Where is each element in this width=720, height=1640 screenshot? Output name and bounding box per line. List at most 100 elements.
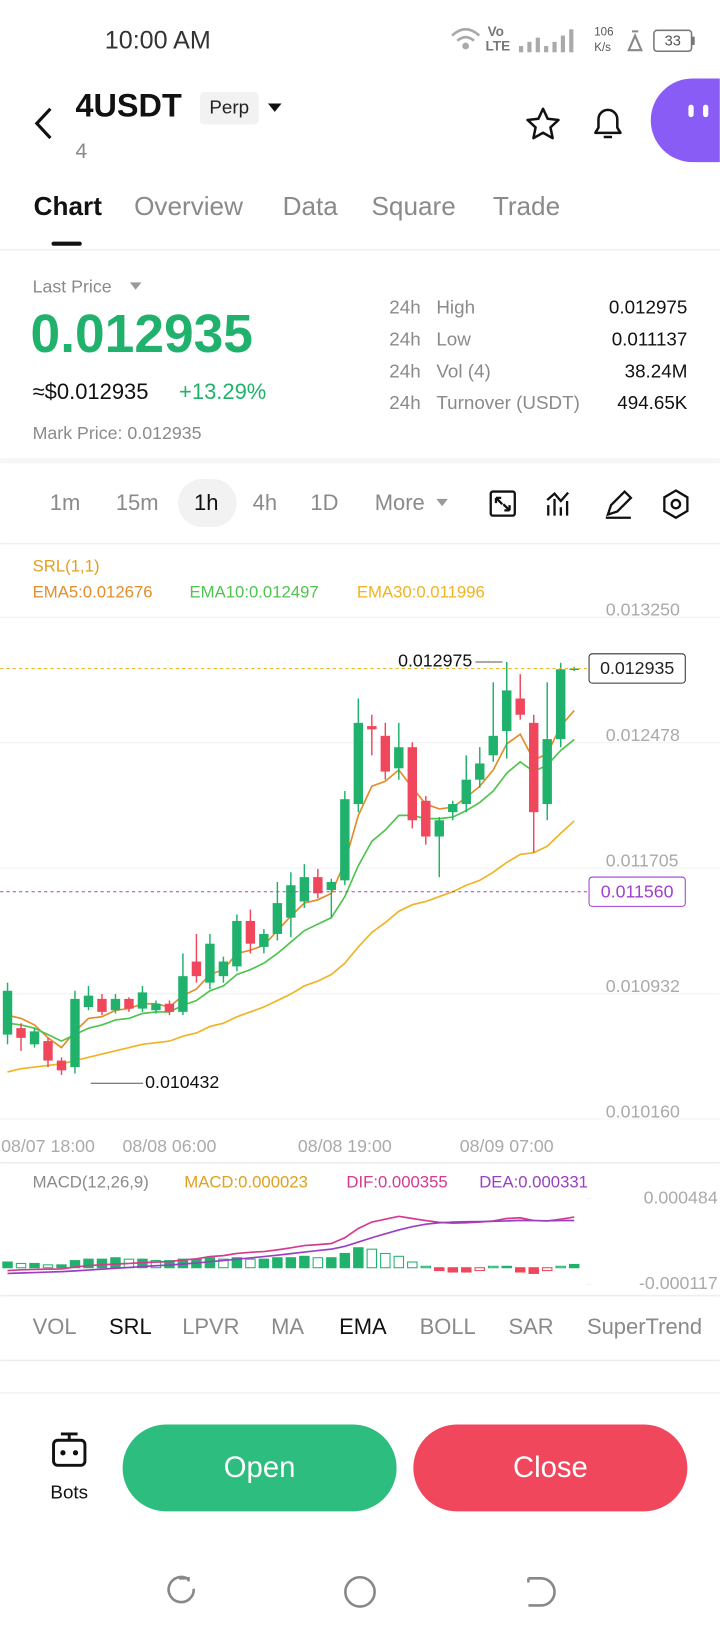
candle-body <box>326 881 337 891</box>
section-divider <box>0 1392 720 1394</box>
interval[interactable]: 4h <box>253 490 277 515</box>
assistant-bubble[interactable] <box>650 78 720 163</box>
interval-selected-bg <box>178 479 237 528</box>
nav-bar[interactable] <box>167 1575 556 1608</box>
candle-body <box>218 961 229 977</box>
wifi-icon <box>451 27 481 50</box>
candle-body <box>313 877 323 894</box>
last-price-dropdown[interactable] <box>129 282 142 290</box>
macd-bar <box>2 1261 13 1269</box>
interval[interactable]: 15m <box>116 490 159 515</box>
macd-bar <box>420 1265 432 1269</box>
usd-price: ≈$0.012935 <box>33 379 149 404</box>
tab[interactable]: Square <box>372 191 456 221</box>
interval[interactable]: 1h <box>194 490 218 515</box>
legend-entry: DEA:0.000331 <box>479 1172 588 1191</box>
x-tick-label: 08/08 06:00 <box>123 1136 217 1156</box>
candle-body <box>286 885 296 918</box>
bots-icon-eye <box>72 1450 79 1456</box>
open-label[interactable]: Open <box>224 1451 296 1484</box>
candle-body <box>515 698 525 715</box>
macd-bar <box>407 1261 418 1269</box>
macd-bar <box>96 1258 108 1269</box>
candle-body <box>542 739 552 805</box>
tab[interactable]: Chart <box>34 191 103 221</box>
lab-icon <box>627 30 643 52</box>
x-tick-label: 08/07 18:00 <box>1 1136 95 1156</box>
indicator-tab[interactable]: BOLL <box>420 1314 476 1339</box>
section-divider <box>0 1162 720 1164</box>
last-price: 0.012935 <box>31 305 253 364</box>
toolbar-icons[interactable] <box>489 489 689 520</box>
legend-entry: DIF:0.000355 <box>346 1172 447 1191</box>
stat-label: High <box>436 297 475 318</box>
tab-indicator <box>51 241 82 246</box>
interval[interactable]: 1m <box>50 490 81 515</box>
candle-body <box>367 726 377 730</box>
assistant-eye <box>688 104 694 118</box>
candle-body <box>43 1041 53 1061</box>
macd-bar <box>555 1265 566 1269</box>
indicator-tab[interactable]: SuperTrend <box>587 1314 702 1339</box>
stat-value: 38.24M <box>625 360 688 381</box>
indicator-tab[interactable]: SRL <box>109 1314 152 1339</box>
bots-icon[interactable] <box>52 1432 87 1467</box>
candle-body <box>137 992 148 1009</box>
macd-title: MACD(12,26,9) <box>33 1172 149 1191</box>
candle-body <box>448 804 458 813</box>
candle-body <box>394 747 404 769</box>
section-divider <box>0 458 720 464</box>
y-tick-label: 0.000484 <box>644 1187 718 1207</box>
macd-bar <box>568 1263 580 1269</box>
macd-bar <box>272 1257 283 1269</box>
macd-bar <box>461 1267 472 1273</box>
interval[interactable]: 1D <box>310 490 338 515</box>
back-button[interactable] <box>34 107 52 140</box>
tab[interactable]: Data <box>283 191 339 221</box>
tab[interactable]: Trade <box>493 191 560 221</box>
open-button[interactable] <box>122 1424 397 1512</box>
macd-line <box>7 1219 575 1275</box>
macd-bar <box>515 1267 526 1273</box>
indicator-tab[interactable]: VOL <box>33 1314 77 1339</box>
indicator-tab[interactable]: MA <box>271 1314 304 1339</box>
interval[interactable]: More <box>375 490 425 515</box>
favorite-button[interactable] <box>526 107 560 140</box>
macd-bar <box>501 1265 512 1269</box>
macd-bar <box>447 1267 459 1273</box>
more-dropdown[interactable] <box>436 498 448 507</box>
candle-body <box>421 800 431 837</box>
close-label[interactable]: Close <box>513 1451 588 1484</box>
perp-badge <box>199 92 259 125</box>
macd-bar <box>245 1258 256 1269</box>
candle-body <box>232 920 242 967</box>
stat-period: 24h <box>389 360 420 381</box>
candle-body <box>56 1060 67 1071</box>
bots-icon-eye <box>60 1450 66 1456</box>
macd-bar <box>83 1258 94 1269</box>
indicator-tab[interactable]: EMA <box>339 1314 387 1339</box>
stat-label: Vol (4) <box>436 360 490 381</box>
legend-entry: EMA30:0.011996 <box>357 582 485 601</box>
tab[interactable]: Overview <box>134 191 243 221</box>
indicator-tab[interactable]: SAR <box>509 1314 554 1339</box>
candle-body <box>299 877 310 902</box>
macd-bar <box>474 1267 485 1272</box>
price-line-label: 0.012935 <box>600 658 674 678</box>
stat-label: Turnover (USDT) <box>436 392 580 413</box>
symbol-dropdown[interactable] <box>267 103 282 112</box>
alert-button[interactable] <box>594 108 622 139</box>
bots-label[interactable]: Bots <box>50 1482 88 1503</box>
candle-body <box>488 735 498 756</box>
candle-body <box>151 1003 161 1011</box>
candle-body <box>110 998 121 1011</box>
close-button[interactable] <box>413 1424 688 1512</box>
indicator-tab[interactable]: LPVR <box>182 1314 239 1339</box>
macd-bar <box>56 1264 67 1269</box>
candle-body <box>164 1003 175 1012</box>
network-top: Vo <box>488 24 504 39</box>
macd-bar <box>488 1265 499 1269</box>
candle-body <box>16 1028 26 1038</box>
stat-label: Low <box>436 328 471 349</box>
